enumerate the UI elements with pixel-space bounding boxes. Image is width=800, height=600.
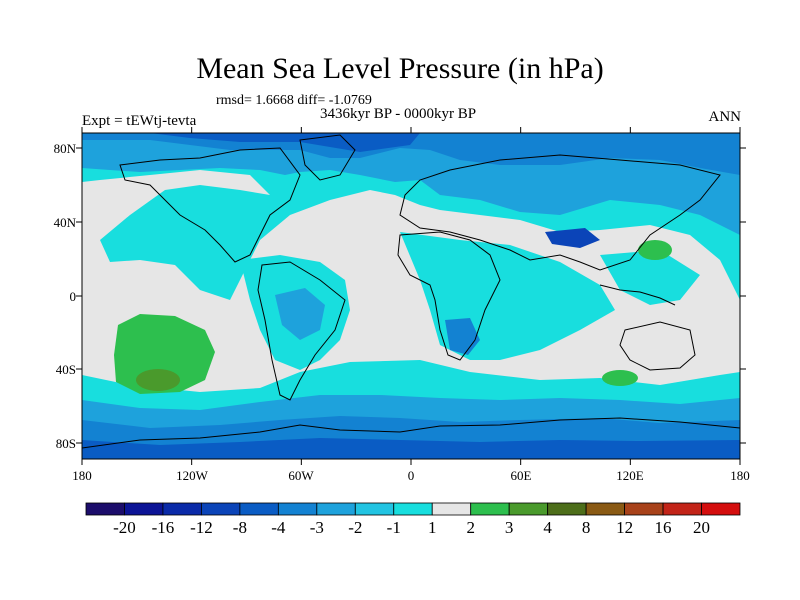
- colorbar-label: 20: [693, 518, 711, 537]
- maritime-islands-coast: [599, 284, 676, 306]
- colorbar-label: 12: [616, 518, 634, 537]
- colorbar-label: -4: [271, 518, 286, 537]
- lat-label-40s: 40S: [55, 362, 76, 377]
- colorbar-box: [201, 502, 241, 516]
- colorbar-label: 4: [543, 518, 552, 537]
- lon-label-120e: 120E: [616, 468, 644, 483]
- colorbar-box: [508, 502, 549, 516]
- colorbar-label: -16: [151, 518, 175, 537]
- north-deep-blue-band: [82, 133, 740, 175]
- colorbar-label: 3: [504, 518, 514, 537]
- eurasia-coast: [399, 154, 721, 271]
- north-america-coast: [119, 147, 301, 263]
- colorbar-label: -1: [386, 518, 401, 537]
- south-pacific-positive-anomaly: [114, 314, 215, 394]
- colorbar-box: [124, 502, 164, 516]
- pressure-anomaly-field: [82, 133, 740, 459]
- season-label: ANN: [708, 109, 742, 125]
- africa-coast: [397, 231, 501, 361]
- lon-label-60w: 60W: [288, 468, 314, 483]
- north-pacific-positive-anomaly: [638, 240, 672, 260]
- axis-ticks: [76, 127, 746, 465]
- experiment-label: Expt = tEWtj-tevta: [82, 113, 197, 129]
- chart-title: Mean Sea Level Pressure (in hPa): [196, 52, 604, 85]
- colorbar-box: [85, 502, 125, 516]
- south-pacific-strong-anomaly: [136, 369, 180, 391]
- colorbar-label: -8: [232, 518, 247, 537]
- colorbar-box: [585, 502, 625, 516]
- coastlines: [82, 134, 740, 449]
- colorbar-box: [624, 502, 664, 516]
- lat-label-eq: 0: [69, 289, 77, 304]
- colorbar-box: [239, 502, 279, 516]
- south-indian-positive-anomaly: [602, 370, 638, 386]
- lat-label-80s: 80S: [55, 436, 76, 451]
- greenland-coast: [299, 134, 356, 181]
- colorbar-box: [470, 502, 510, 516]
- colorbar-box: [662, 502, 702, 516]
- colorbar-label: -12: [190, 518, 213, 537]
- colorbar-box: [547, 502, 587, 516]
- colorbar-box: [277, 502, 318, 516]
- antarctic-dark-blue-band: [82, 438, 740, 459]
- lon-label-180w: 180: [72, 468, 92, 483]
- colorbar-box: [162, 502, 202, 516]
- south-america-coast: [257, 261, 346, 401]
- colorbar-box: [701, 502, 741, 516]
- lon-label-60e: 60E: [510, 468, 532, 483]
- colorbar-box: [393, 502, 433, 516]
- maritime-cyan-region: [600, 250, 700, 305]
- colorbar-box: [316, 502, 356, 516]
- lat-label-80n: 80N: [53, 141, 76, 156]
- antarctica-coast: [82, 417, 740, 449]
- lon-label-180e: 180: [730, 468, 750, 483]
- colorbar-label: -20: [113, 518, 136, 537]
- colorbar-label: 2: [466, 518, 475, 537]
- australia-coast: [619, 321, 696, 371]
- lon-label-120w: 120W: [176, 468, 208, 483]
- east-asia-blue-patch: [545, 228, 600, 248]
- time-period-label: 3436kyr BP - 0000kyr BP: [320, 106, 477, 122]
- colorbar-box: [354, 502, 395, 516]
- colorbar-label: -3: [309, 518, 324, 537]
- colorbar-box: [431, 502, 472, 516]
- colorbar-label: 8: [581, 518, 591, 537]
- rmsd-diff-stats: rmsd= 1.6668 diff= -1.0769: [216, 93, 372, 108]
- colorbar-label: -2: [348, 518, 363, 537]
- lat-label-40n: 40N: [53, 215, 76, 230]
- south-america-blue-patch: [275, 288, 325, 340]
- lon-label-0: 0: [407, 468, 415, 483]
- colorbar-label: 16: [654, 518, 672, 537]
- colorbar-label: 1: [427, 518, 437, 537]
- colorbar: [85, 502, 741, 516]
